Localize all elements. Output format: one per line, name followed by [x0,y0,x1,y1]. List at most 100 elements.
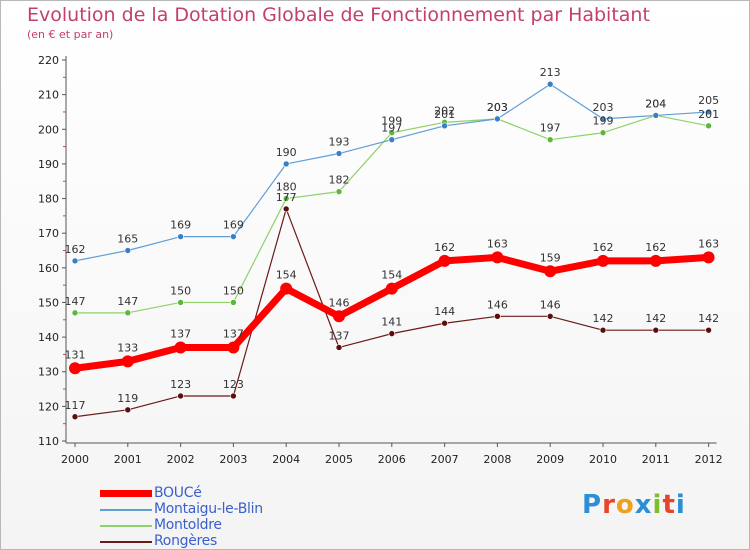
data-point [335,150,343,157]
data-point [388,136,396,143]
legend-swatch-montaigu [100,509,152,511]
y-tick-label: 140 [38,331,59,344]
data-point [702,251,715,264]
logo-letter: i [675,490,686,520]
data-label: 150 [170,284,191,297]
data-point [335,188,343,195]
data-label: 162 [65,243,86,256]
y-tick-label: 180 [38,193,59,206]
data-label: 142 [593,312,614,325]
data-point [441,319,448,327]
data-point [599,129,607,137]
data-point [546,80,554,88]
data-label: 197 [540,122,561,135]
x-tick-label: 2007 [431,453,459,466]
data-label: 133 [117,341,138,354]
data-label: 169 [170,219,191,232]
data-label: 150 [223,284,244,297]
x-tick-label: 2002 [167,453,195,466]
y-tick-label: 160 [38,262,59,275]
data-label: 123 [170,378,191,391]
data-point [230,233,237,240]
data-label: 193 [329,136,350,149]
data-label: 169 [223,219,244,232]
data-point [230,392,237,400]
data-point [544,265,557,278]
data-label: 201 [434,108,455,121]
x-tick-label: 2006 [378,453,406,466]
data-label: 147 [65,295,86,308]
data-label: 197 [381,122,402,135]
data-point [599,115,607,123]
x-tick-label: 2005 [325,453,353,466]
y-tick-label: 220 [38,54,59,67]
data-point [71,309,79,317]
data-label: 142 [645,312,666,325]
data-point [705,326,712,334]
data-labels: 117 119 123 123 177 137 141 144 146 146 142 142 142 1… [65,66,720,412]
x-tick-label: 2012 [695,453,723,466]
data-point [177,392,184,400]
data-point [494,313,501,320]
data-label: 137 [170,327,191,340]
data-label: 180 [276,181,297,194]
data-label: 146 [540,298,561,311]
logo-letter: o [615,490,635,520]
data-label: 162 [434,241,455,254]
y-tick-label: 170 [38,227,59,240]
data-label: 141 [381,316,402,329]
x-tick-label: 2010 [589,453,617,466]
data-point [227,341,240,354]
data-point [282,195,290,202]
data-label: 144 [434,305,455,318]
data-point [69,362,81,375]
data-point [491,251,504,264]
data-label: 137 [223,327,244,340]
data-point [282,205,290,213]
data-point [121,355,134,368]
data-point [546,313,554,320]
data-label: 147 [117,295,138,308]
data-point [124,406,132,414]
data-point [705,108,712,116]
data-label: 119 [117,392,138,405]
data-label: 137 [329,329,350,342]
x-tick-label: 2001 [114,453,142,466]
x-tick-label: 2009 [536,453,564,466]
y-tick-label: 210 [38,89,59,102]
data-label: 146 [329,296,350,309]
legend-swatch-montoldre [100,525,152,527]
data-label: 146 [487,298,508,311]
data-point [385,282,398,295]
chart-subtitle: (en € et par an) [27,28,114,41]
legend-swatch-bouce [100,490,152,497]
data-point [230,299,237,306]
data-label: 163 [698,237,719,250]
data-label: 165 [117,233,138,246]
data-point [494,115,501,123]
data-label: 190 [276,146,297,159]
y-tick-label: 120 [38,400,59,413]
data-point [705,122,712,130]
data-label: 117 [65,399,86,412]
data-label: 199 [381,115,402,128]
y-tick-label: 190 [38,158,59,171]
axes: 110 120 130 140 150 160 170 180 190 200 210 220 2000… [38,54,723,466]
legend-swatch-rongeres [100,541,152,543]
data-point [599,326,607,334]
y-tick-label: 110 [38,435,59,448]
x-tick-label: 2011 [642,453,670,466]
data-label: 154 [276,269,297,282]
data-label: 162 [593,241,614,254]
data-label: 159 [540,251,561,264]
data-point [652,326,660,334]
data-point [441,122,448,130]
data-label: 203 [487,101,508,114]
data-point [546,136,554,143]
line-chart: 110 120 130 140 150 160 170 180 190 200 210 220 2000… [38,54,723,466]
data-label: 163 [487,237,508,250]
data-point [282,160,290,168]
logo-letter: t [662,490,676,520]
data-label: 177 [276,191,297,204]
